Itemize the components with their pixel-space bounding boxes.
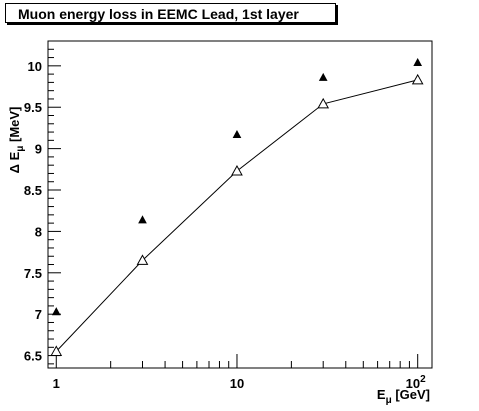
- y-axis-title-unit: [MeV]: [7, 107, 22, 146]
- y-tick-label: 6.5: [24, 349, 42, 364]
- y-tick-label: 8.5: [24, 183, 42, 198]
- filled-triangle-point: [232, 129, 242, 139]
- filled-triangle-point: [318, 72, 328, 81]
- chart-title: Muon energy loss in EEMC Lead, 1st layer: [5, 3, 336, 23]
- x-axis-title-main: E: [377, 387, 386, 402]
- open-triangle-point: [136, 254, 149, 265]
- data-markers: [50, 57, 424, 356]
- x-tick-label-100: 102: [406, 374, 426, 391]
- open-triangle-point: [317, 97, 330, 109]
- y-axis-title-prefix: Δ E: [7, 151, 22, 173]
- y-axis-title: Δ Eμ [MeV]: [7, 107, 26, 174]
- x-tick-label: 10: [230, 376, 244, 391]
- x-axis-title-unit: [GeV]: [392, 387, 430, 402]
- y-tick-label: 7.5: [24, 266, 42, 281]
- y-tick-label: 10: [28, 59, 42, 74]
- x-tick-label-100-exp: 2: [420, 374, 426, 385]
- filled-triangle-point: [413, 57, 423, 67]
- x-tick-label: 1: [53, 376, 60, 391]
- open-triangle-point: [411, 73, 424, 85]
- y-axis-title-sub: μ: [15, 146, 26, 152]
- plot-frame: [47, 40, 433, 369]
- x-axis-title: Eμ [GeV]: [377, 387, 430, 406]
- filled-triangle-point: [138, 215, 147, 224]
- y-tick-label: 9.5: [24, 100, 42, 115]
- series-lines: [55, 79, 418, 352]
- open-triangle-point: [50, 345, 63, 356]
- y-tick-label: 7: [35, 307, 42, 322]
- filled-triangle-point: [51, 307, 61, 316]
- y-tick-label: 9: [35, 142, 42, 157]
- y-tick-label: 8: [35, 224, 42, 239]
- series-line-1: [55, 79, 418, 352]
- x-tick-label-100-base: 10: [406, 376, 420, 391]
- x-axis-title-sub: μ: [386, 395, 392, 406]
- open-triangle-point: [231, 164, 243, 176]
